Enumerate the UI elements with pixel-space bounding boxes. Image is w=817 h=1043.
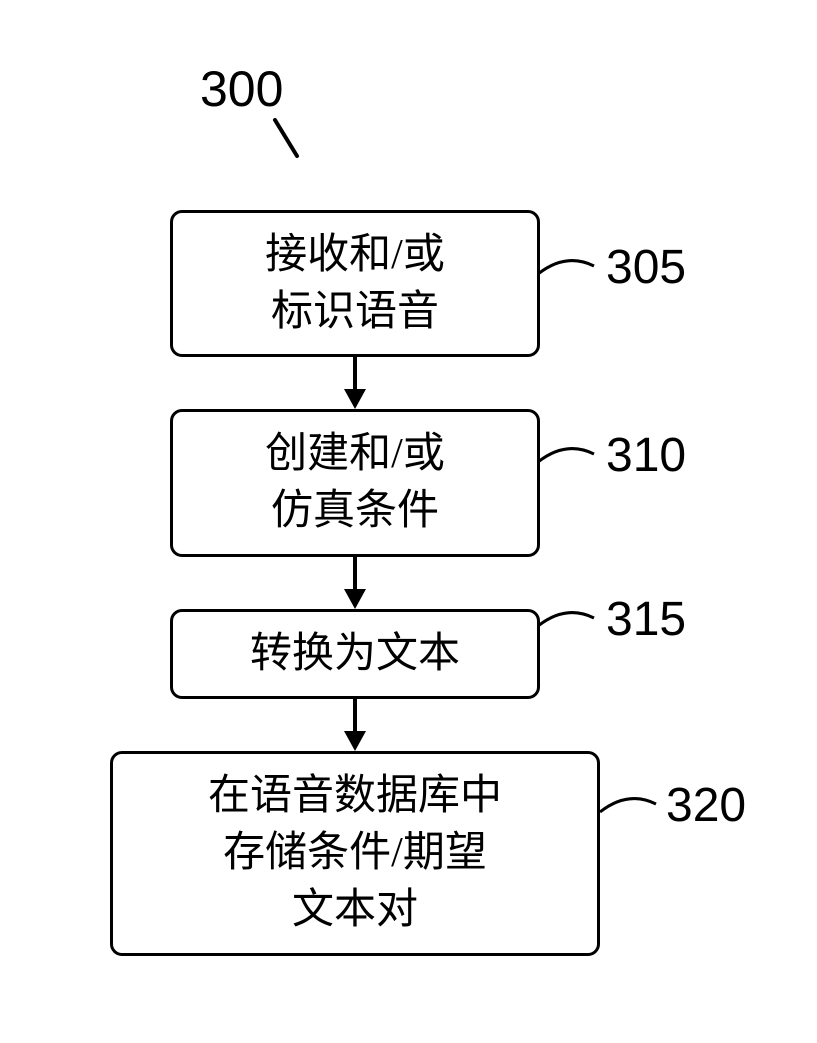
flow-node-305-line2: 标识语音 xyxy=(193,284,517,341)
flow-node-315: 转换为文本 xyxy=(170,609,540,700)
label-310: 310 xyxy=(606,428,686,483)
flow-node-320-line2: 存储条件/期望 xyxy=(133,825,577,882)
diagram-id-tick xyxy=(265,118,307,160)
arrow-305-310 xyxy=(110,357,600,409)
label-320: 320 xyxy=(666,778,746,833)
connector-310 xyxy=(538,440,598,480)
arrow-315-320 xyxy=(110,699,600,751)
flow-node-305-line1: 接收和/或 xyxy=(193,227,517,284)
label-315: 315 xyxy=(606,592,686,647)
flow-node-320-line1: 在语音数据库中 xyxy=(133,768,577,825)
flow-node-305: 接收和/或 标识语音 xyxy=(170,210,540,357)
flow-node-310-line2: 仿真条件 xyxy=(193,483,517,540)
connector-315 xyxy=(538,604,598,644)
flowchart-container: 接收和/或 标识语音 创建和/或 仿真条件 转换为文本 在语音数据库中 存储条件… xyxy=(110,210,600,956)
flow-node-315-line1: 转换为文本 xyxy=(193,626,517,683)
label-305: 305 xyxy=(606,240,686,295)
arrow-310-315 xyxy=(110,557,600,609)
diagram-id-label: 300 xyxy=(200,60,283,118)
connector-320 xyxy=(600,790,660,830)
connector-305 xyxy=(538,252,598,292)
flow-node-310-line1: 创建和/或 xyxy=(193,426,517,483)
flow-node-310: 创建和/或 仿真条件 xyxy=(170,409,540,556)
flow-node-320: 在语音数据库中 存储条件/期望 文本对 xyxy=(110,751,600,955)
flow-node-320-line3: 文本对 xyxy=(133,882,577,939)
